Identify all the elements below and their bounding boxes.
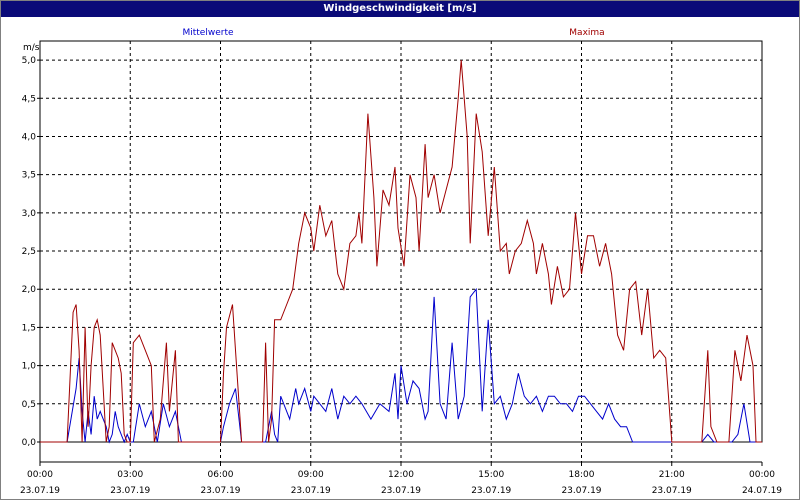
plot-frame — [39, 40, 763, 443]
series-line-maxima — [40, 60, 762, 443]
x-tick-time-label: 12:00 — [388, 470, 414, 480]
x-tick-time-label: 21:00 — [659, 470, 685, 480]
x-tick-date-label: 23.07.19 — [291, 486, 331, 496]
x-tick-time-label: 15:00 — [478, 470, 504, 480]
y-tick-label: 2,5 — [22, 247, 36, 257]
y-tick-label: 3,0 — [22, 209, 37, 219]
y-tick-label: 5,0 — [22, 56, 37, 66]
y-tick-label: 4,0 — [22, 132, 37, 142]
x-tick-time-label: 03:00 — [117, 470, 143, 480]
x-tick-date-label: 23.07.19 — [471, 486, 511, 496]
y-tick-label: 4,5 — [22, 94, 36, 104]
tick-labels: 0,0 0,5 1,0 1,5 2,0 2,5 3,0 3,5 4,0 4,5 5,0 00:00 23… — [20, 28, 782, 496]
x-tick-date-label: 23.07.19 — [20, 486, 60, 496]
x-tick-date-label: 24.07.19 — [742, 486, 782, 496]
x-tick-time-label: 09:00 — [298, 470, 324, 480]
x-tick-date-label: 23.07.19 — [110, 486, 150, 496]
x-tick-date-label: 23.07.19 — [561, 486, 601, 496]
axes — [37, 40, 763, 466]
series-line-mittelwerte — [40, 287, 762, 444]
y-tick-label: 2,0 — [22, 285, 37, 295]
x-tick-date-label: 23.07.19 — [200, 486, 240, 496]
legend-maxima: Maxima — [569, 28, 604, 38]
y-tick-label: 0,0 — [22, 438, 37, 448]
y-tick-label: 1,5 — [22, 323, 36, 333]
y-tick-label: 0,5 — [22, 400, 36, 410]
y-tick-label: 3,5 — [22, 171, 36, 181]
x-tick-date-label: 23.07.19 — [381, 486, 421, 496]
grid-lines — [40, 41, 762, 462]
x-tick-time-label: 00:00 — [749, 470, 775, 480]
series-lines — [40, 60, 762, 444]
window-title: Windgeschwindigkeit [m/s] — [1, 1, 799, 17]
x-tick-time-label: 00:00 — [27, 470, 53, 480]
x-tick-time-label: 06:00 — [208, 470, 234, 480]
legend-mittelwerte: Mittelwerte — [182, 28, 233, 38]
x-tick-date-label: 23.07.19 — [652, 486, 692, 496]
x-tick-time-label: 18:00 — [569, 470, 595, 480]
y-tick-label: 1,0 — [22, 362, 37, 372]
y-axis-label: m/s — [23, 43, 40, 53]
